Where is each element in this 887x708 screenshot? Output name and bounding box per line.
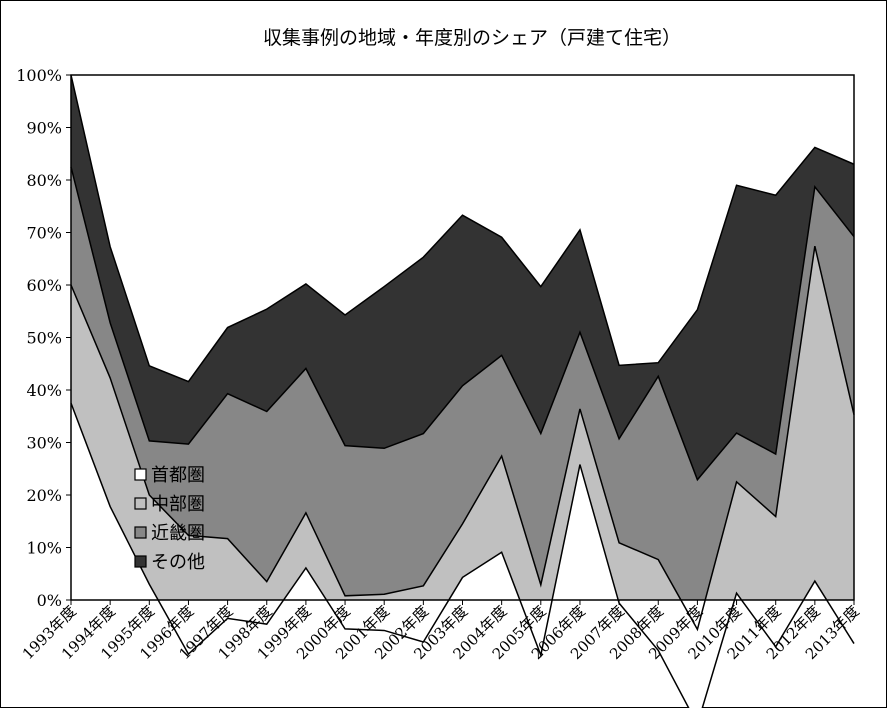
y-tick-label: 60%: [26, 276, 62, 295]
y-tick-label: 20%: [26, 486, 62, 505]
legend-swatch-3: [134, 555, 147, 568]
y-tick-label: 80%: [26, 171, 62, 190]
y-tick-label: 0%: [37, 591, 62, 610]
series-line-2: [70, 166, 855, 482]
legend-swatch-2: [134, 526, 147, 539]
y-tick-label: 30%: [26, 434, 62, 453]
legend-label-1: 中部圏: [151, 494, 205, 515]
area-series-0: [71, 403, 854, 708]
chart-title: 収集事例の地域・年度別のシェア（戸建て住宅）: [263, 27, 681, 49]
y-tick-label: 100%: [16, 66, 62, 85]
y-axis: 0% 10% 20% 30% 40% 50% 60% 70% 80% 90% 100%: [16, 66, 71, 610]
y-tick-label: 10%: [26, 539, 62, 558]
y-tick-label: 50%: [26, 329, 62, 348]
area-series-2: [71, 166, 854, 600]
legend-swatch-0: [134, 468, 147, 481]
legend-label-2: 近畿圏: [151, 523, 205, 544]
series-line-3: [70, 74, 855, 383]
y-tick-label: 70%: [26, 224, 62, 243]
y-tick-label: 90%: [26, 119, 62, 138]
plot-areas: [71, 75, 854, 708]
legend-label-3: その他: [151, 552, 205, 573]
legend-swatch-1: [134, 497, 147, 510]
legend-label-0: 首都圏: [151, 465, 205, 486]
plot-lines: [70, 74, 855, 708]
y-tick-label: 40%: [26, 381, 62, 400]
series-line-1: [70, 245, 855, 632]
series-line-0: [70, 402, 855, 708]
